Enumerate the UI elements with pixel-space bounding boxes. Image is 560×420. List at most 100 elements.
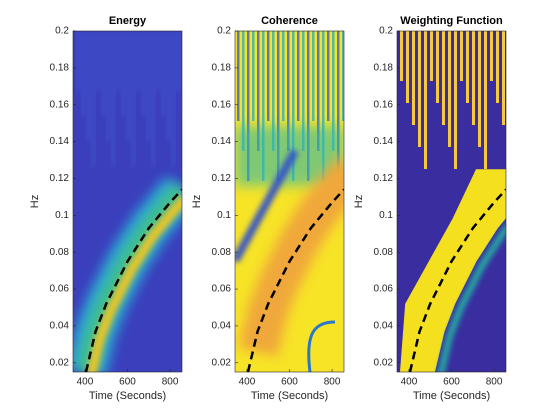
y-tick-label: 0.04 [50,321,70,332]
heat [438,224,506,372]
heat [86,194,182,372]
heat [122,31,125,116]
heat [172,31,175,166]
heat [342,31,344,121]
heat [257,31,260,151]
heat [157,31,160,91]
y-tick-label: 0.06 [50,284,70,295]
y-tick-label: 0.16 [374,99,394,110]
x-tick-label: 400 [239,377,256,388]
x-tick-label: 800 [324,377,341,388]
x-tick-label: 400 [77,377,94,388]
y-tick-label: 0.2 [55,26,69,37]
x-tick-label: 600 [281,377,298,388]
heat [127,31,130,141]
heat [502,31,505,125]
y-tick-label: 0.08 [374,247,394,258]
heat [430,31,433,81]
y-tick-label: 0.18 [374,63,394,74]
image-background [397,31,506,372]
heat [162,31,165,116]
y-axis-label: Hz [353,195,365,208]
heat [102,31,105,116]
y-tick-label: 0.2 [217,26,231,37]
heat [238,155,344,357]
y-tick-label: 0.04 [212,321,232,332]
heat [332,31,335,151]
heat [327,31,330,121]
heat [277,31,280,181]
x-axis-label: Time (Seconds) [413,390,490,402]
chart-title: Coherence [261,15,318,27]
y-tick-label: 0.16 [212,99,232,110]
y-tick-label: 0.06 [212,284,232,295]
heat [292,31,295,181]
heat [436,31,439,103]
heat [107,31,110,141]
heat [448,31,451,147]
heat [132,31,135,166]
y-tick-label: 0.14 [212,136,232,147]
heat [82,31,85,116]
heat [182,31,185,116]
heat [282,31,285,121]
curve [84,188,182,372]
heat [237,31,240,121]
heat [307,320,336,372]
heat [167,31,170,141]
heat [442,31,445,125]
heat [406,31,409,103]
heat [317,31,320,151]
heat [152,31,155,166]
heat [287,31,290,151]
heat [490,31,493,81]
y-tick-label: 0.18 [50,63,70,74]
y-axis-label: Hz [29,195,41,208]
heat [267,31,270,121]
heat [454,31,457,169]
subplot: 0.02 0.04 0.06 0.08 0.1 0.12 0.14 0.16 0.18 0.2 40… [29,15,185,402]
heat [235,149,299,263]
heat [424,31,427,169]
heat [400,31,403,81]
y-tick-label: 0.2 [379,26,393,37]
heat [117,31,120,91]
heat [302,31,305,151]
curve [246,188,344,372]
heat [399,169,506,372]
y-tick-label: 0.18 [212,63,232,74]
chart-title: Weighting Function [400,15,503,27]
heat [247,31,250,181]
heat [297,31,300,121]
x-tick-label: 600 [119,377,136,388]
subplot: 0.02 0.04 0.06 0.08 0.1 0.12 0.14 0.16 0.18 0.2 40… [191,15,345,402]
heat [272,31,275,151]
x-axis-label: Time (Seconds) [251,390,328,402]
y-tick-label: 0.02 [50,357,70,368]
curve [408,188,506,372]
heat [484,31,487,169]
y-tick-label: 0.08 [50,247,70,258]
y-tick-label: 0.1 [217,210,231,221]
x-tick-label: 600 [443,377,460,388]
y-tick-label: 0.02 [374,357,394,368]
heat [77,31,80,91]
y-tick-label: 0.14 [50,136,70,147]
heat [137,31,140,91]
y-tick-label: 0.1 [55,210,69,221]
y-tick-label: 0.02 [212,357,232,368]
y-tick-label: 0.16 [50,99,70,110]
heat [92,31,95,166]
heat [147,31,150,141]
y-tick-label: 0.12 [50,173,70,184]
x-tick-label: 800 [486,377,503,388]
y-tick-label: 0.08 [212,247,232,258]
heat [312,31,315,121]
chart-title: Energy [109,15,147,27]
heat [87,31,90,141]
y-tick-label: 0.1 [379,210,393,221]
heat [472,31,475,125]
x-axis-label: Time (Seconds) [89,390,166,402]
heat [322,31,325,181]
